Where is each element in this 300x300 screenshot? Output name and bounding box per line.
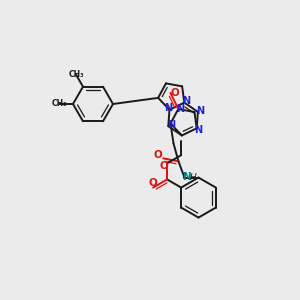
Text: N: N [176, 104, 184, 114]
Text: H: H [190, 172, 196, 182]
Text: O: O [160, 161, 169, 171]
Text: N: N [164, 103, 172, 113]
Text: CH₃: CH₃ [68, 70, 84, 79]
Text: O: O [149, 178, 158, 188]
Text: O: O [154, 150, 163, 161]
Text: N: N [196, 106, 204, 116]
Text: N: N [167, 120, 175, 130]
Text: O: O [170, 88, 179, 98]
Text: N: N [183, 172, 192, 182]
Text: N: N [182, 96, 190, 106]
Text: N: N [194, 125, 202, 135]
Text: CH₃: CH₃ [51, 100, 67, 109]
